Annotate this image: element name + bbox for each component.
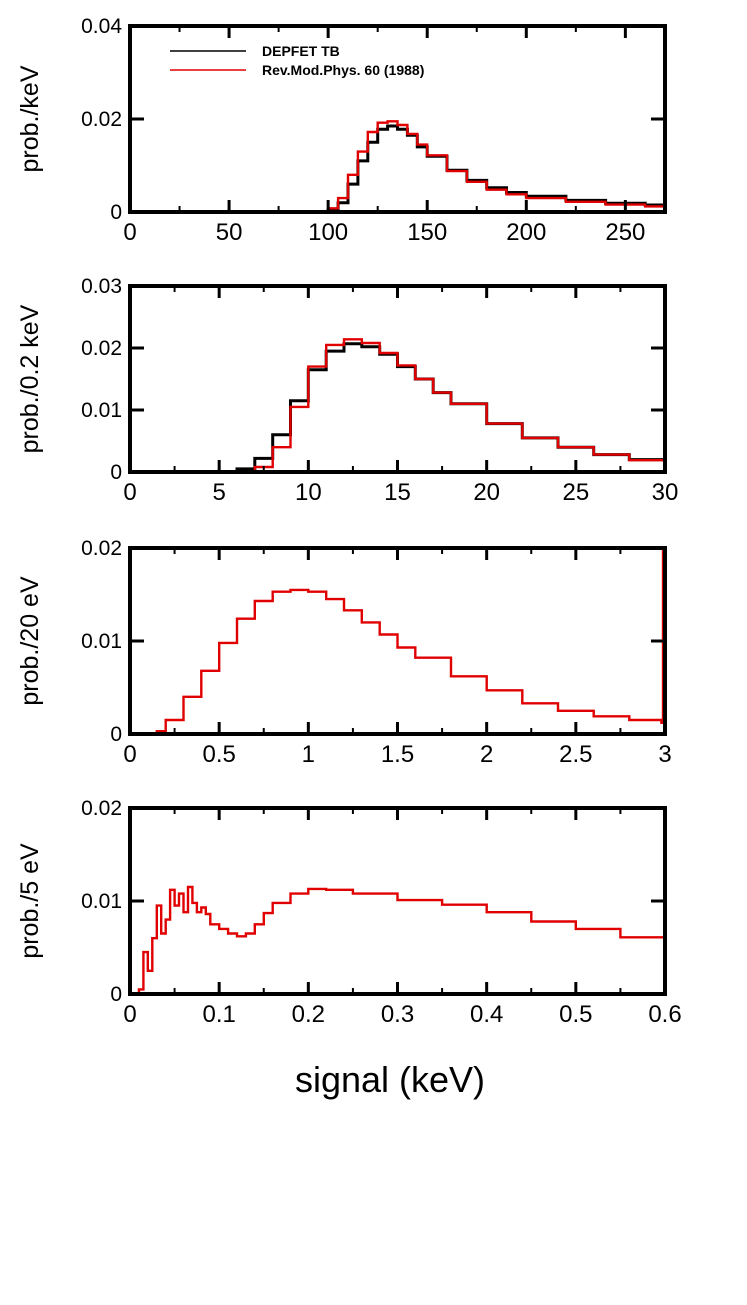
chart-panel-2: 0 5 10 15 20 25 30 0 0.01 0.02 0.03 prob./0.2 keV	[16, 275, 678, 506]
legend-entry: DEPFET TB	[262, 43, 340, 59]
x-tick-label: 10	[295, 479, 322, 506]
chart-panel-3: 0 0.5 1 1.5 2 2.5 3 0 0.01 0.02 prob./20 eV	[16, 537, 672, 768]
x-tick-label: 2	[480, 741, 493, 768]
series-line-rmp	[130, 120, 665, 212]
y-tick-label: 0	[110, 723, 122, 746]
legend-entry: Rev.Mod.Phys. 60 (1988)	[262, 62, 424, 78]
y-tick-label: 0	[110, 461, 122, 484]
y-tick-label: 0.01	[81, 890, 122, 913]
y-tick-label: 0.04	[81, 15, 122, 38]
series-line-rmp	[130, 885, 665, 994]
x-axis-label: signal (keV)	[295, 1059, 485, 1100]
x-tick-label: 3	[658, 741, 671, 768]
y-axis-label: prob./5 eV	[16, 843, 44, 959]
y-axis-label: prob./keV	[16, 65, 44, 172]
x-tick-label: 0.5	[559, 1001, 592, 1028]
x-tick-label: 100	[308, 219, 348, 246]
plot-frame	[128, 284, 667, 474]
y-tick-label: 0	[110, 983, 122, 1006]
x-tick-label: 0.2	[292, 1001, 325, 1028]
x-tick-label: 0	[123, 219, 136, 246]
x-tick-label: 15	[384, 479, 411, 506]
x-tick-label: 50	[216, 219, 243, 246]
x-tick-label: 30	[652, 479, 679, 506]
x-tick-label: 0.3	[381, 1001, 414, 1028]
x-tick-label: 20	[473, 479, 500, 506]
x-tick-label: 0	[123, 1001, 136, 1028]
y-tick-label: 0.02	[81, 537, 122, 560]
x-tick-label: 0	[123, 479, 136, 506]
y-tick-label: 0.01	[81, 399, 122, 422]
x-tick-label: 0.1	[202, 1001, 235, 1028]
y-axis-label: prob./0.2 keV	[16, 304, 44, 453]
x-tick-label: 2.5	[559, 741, 592, 768]
legend: DEPFET TB Rev.Mod.Phys. 60 (1988)	[170, 43, 424, 78]
chart-panel-1: 0 50 100 150 200 250 0 0.02 0.04 prob./keV DEPFET …	[16, 15, 667, 246]
y-tick-label: 0.01	[81, 630, 122, 653]
y-tick-label: 0.02	[81, 797, 122, 820]
series-line-depfet	[130, 124, 665, 212]
x-tick-label: 0	[123, 741, 136, 768]
plot-frame	[128, 24, 667, 214]
series-line-rmp	[130, 338, 665, 472]
y-axis-label: prob./20 eV	[16, 576, 44, 706]
x-tick-label: 0.6	[648, 1001, 681, 1028]
x-tick-label: 0.4	[470, 1001, 503, 1028]
x-tick-label: 1.5	[381, 741, 414, 768]
x-tick-label: 200	[506, 219, 546, 246]
y-tick-label: 0.02	[81, 108, 122, 131]
x-tick-label: 0.5	[202, 741, 235, 768]
x-tick-label: 25	[562, 479, 589, 506]
y-tick-label: 0	[110, 201, 122, 224]
y-tick-label: 0.03	[81, 275, 122, 298]
x-tick-label: 250	[605, 219, 645, 246]
y-tick-label: 0.02	[81, 337, 122, 360]
x-tick-label: 5	[212, 479, 225, 506]
x-tick-label: 150	[407, 219, 447, 246]
chart-panel-4: 0 0.1 0.2 0.3 0.4 0.5 0.6 0 0.01 0.02 prob./5 eV	[16, 797, 682, 1028]
x-tick-label: 1	[302, 741, 315, 768]
series-line-rmp	[130, 588, 665, 734]
